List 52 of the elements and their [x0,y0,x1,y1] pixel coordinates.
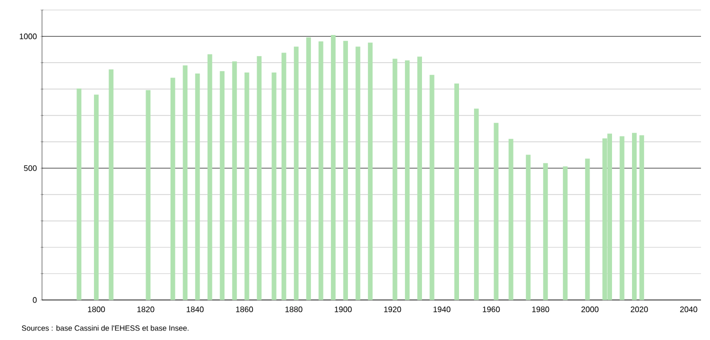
bar [108,69,114,300]
x-tick-label: 1920 [384,306,402,312]
x-tick-label: 1840 [186,306,204,312]
bar [404,60,410,300]
y-tick-label: 500 [24,165,37,172]
bar [294,46,299,300]
bar [272,72,276,300]
bar [417,56,422,300]
bar [318,41,324,300]
x-tick-label: 2000 [581,306,599,312]
bar [182,65,188,300]
x-tick-label: 2020 [630,306,648,312]
bar [343,40,348,300]
bar [392,58,398,300]
bar [94,94,99,300]
bar [244,72,250,300]
bar [562,166,568,300]
bar [474,108,479,300]
x-tick-label: 1940 [434,306,450,312]
bar [330,35,336,300]
bar [232,61,237,300]
y-tick-label: 0 [32,297,37,303]
bar [639,135,644,300]
x-tick-label: 1880 [285,306,302,312]
x-tick-label: 1800 [88,306,105,312]
x-tick-label: 1980 [532,306,550,312]
bar [282,52,286,300]
bar [526,154,531,300]
bar [454,84,459,300]
bar [76,88,82,300]
bar [306,37,311,300]
y-tick-label: 1000 [20,34,37,40]
bar [430,74,434,300]
bar [632,132,637,300]
bar [356,46,360,300]
bar [220,71,225,300]
x-tick-label: 1960 [482,306,500,312]
bar [620,136,624,300]
bar [256,56,262,300]
bar [508,138,514,300]
bar [585,158,590,300]
bar [208,54,212,300]
bar [543,163,548,300]
x-tick-label: 1820 [137,306,154,312]
bar [368,42,373,300]
x-tick-label: 2040 [680,306,698,312]
bar [195,74,200,300]
x-tick-label: 1900 [334,306,352,312]
bar [146,90,150,300]
x-tick-label: 1860 [236,306,253,312]
bar [494,122,498,300]
bar [170,78,176,300]
